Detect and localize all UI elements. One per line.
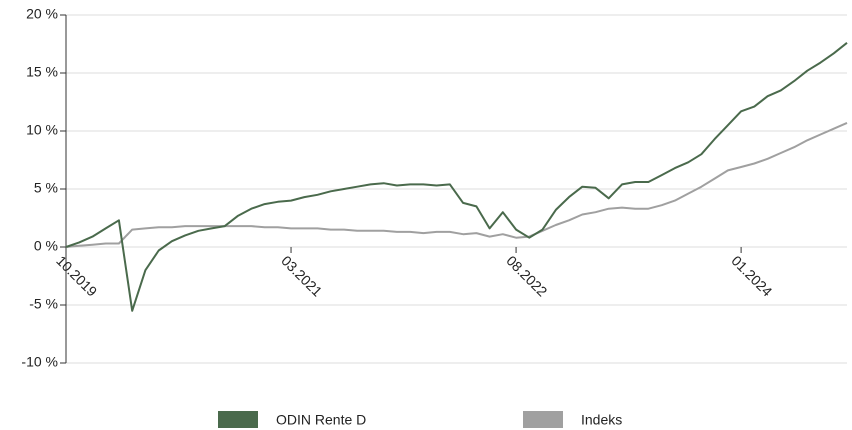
y-tick-label: -10 % (21, 354, 58, 370)
y-tick-label: 15 % (26, 64, 58, 80)
legend-swatch (523, 411, 563, 428)
x-tick-label: 01.2024 (728, 252, 775, 299)
line (65, 42, 848, 312)
x-tick-label: 03.2021 (278, 252, 325, 299)
y-tick-label: -5 % (29, 296, 58, 312)
y-tick-label: 10 % (26, 122, 58, 138)
y-tick-label: 5 % (34, 180, 58, 196)
x-tick-label: 08.2022 (503, 252, 550, 299)
legend-swatch (218, 411, 258, 428)
legend-label: ODIN Rente D (276, 412, 366, 428)
line (65, 121, 848, 248)
y-tick-label: 20 % (26, 6, 58, 22)
y-tick-label: 0 % (34, 238, 58, 254)
legend-label: Indeks (581, 412, 622, 428)
x-tick-label: 10.2019 (53, 252, 100, 299)
